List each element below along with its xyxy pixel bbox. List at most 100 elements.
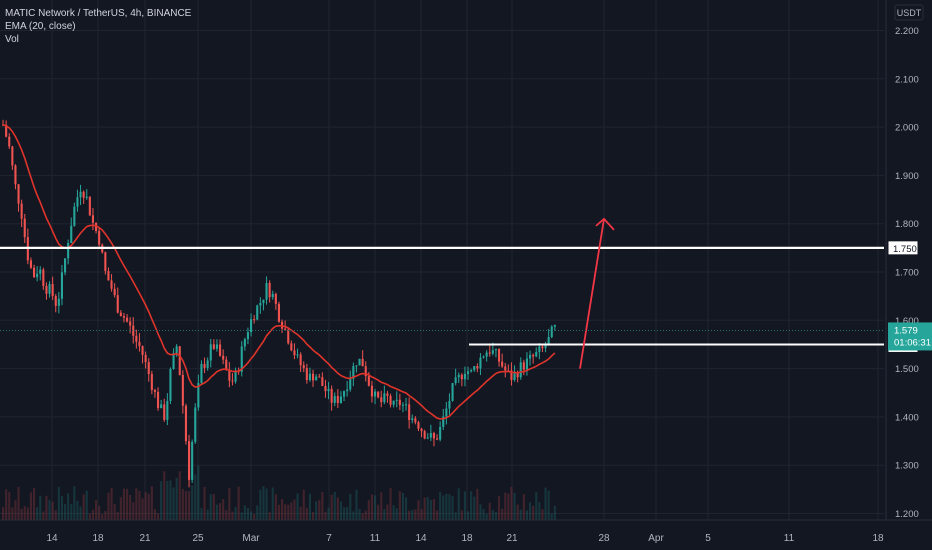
candle-body: [228, 370, 231, 381]
volume-bar: [95, 500, 98, 520]
volume-bar: [308, 493, 311, 520]
candle-body: [250, 319, 253, 333]
volume-bar: [184, 491, 187, 520]
candle-body: [302, 365, 305, 369]
candle-body: [163, 404, 166, 420]
candle-body: [175, 346, 178, 354]
chart-grid: [0, 0, 884, 520]
candle-body: [36, 273, 39, 278]
ema-indicator-label[interactable]: EMA (20, close): [5, 21, 76, 32]
candle-body: [234, 370, 237, 382]
candle-body: [299, 354, 302, 366]
candle-body: [256, 305, 259, 320]
price-axis[interactable]: USDT2.2002.1002.0001.9001.8001.7001.6001…: [885, 0, 932, 550]
x-tick-label: 14: [415, 533, 427, 544]
candle-body: [550, 326, 553, 338]
x-tick-label: 25: [192, 533, 204, 544]
volume-bars: [2, 465, 556, 520]
candle-body: [436, 438, 439, 440]
volume-bar: [132, 502, 135, 520]
candle-body: [553, 324, 556, 327]
volume-bar: [206, 509, 209, 520]
volume-bar: [392, 505, 395, 520]
volume-bar: [153, 509, 156, 520]
candle-body: [14, 165, 17, 185]
volume-bar: [302, 489, 305, 520]
volume-bar: [141, 498, 144, 520]
volume-indicator-label[interactable]: Vol: [5, 34, 19, 45]
volume-bar: [432, 499, 435, 520]
volume-bar: [54, 510, 57, 520]
volume-bar: [82, 494, 85, 520]
symbol-title[interactable]: MATIC Network / TetherUS, 4h, BINANCE: [5, 8, 192, 19]
candle-body: [225, 359, 228, 371]
volume-bar: [454, 512, 457, 520]
volume-bar: [2, 507, 5, 520]
candle-body: [79, 191, 82, 198]
candle-body: [448, 400, 451, 409]
volume-bar: [479, 504, 482, 520]
volume-bar: [507, 493, 510, 520]
volume-bar: [343, 507, 346, 520]
candle-body: [240, 346, 243, 372]
volume-bar: [358, 508, 361, 520]
volume-bar: [364, 510, 367, 520]
horizontal-levels[interactable]: [0, 246, 884, 346]
candle-body: [429, 433, 432, 438]
volume-bar: [243, 505, 246, 520]
volume-bar: [222, 499, 225, 520]
volume-bar: [240, 512, 243, 520]
candle-body: [374, 391, 377, 397]
candle-body: [150, 374, 153, 391]
candle-body: [361, 358, 364, 367]
candle-body: [172, 353, 175, 369]
candle-body: [45, 285, 48, 294]
volume-bar: [197, 465, 200, 520]
candle-body: [33, 267, 36, 278]
candle-body: [389, 395, 392, 405]
volume-bar: [439, 491, 442, 520]
target-arrow[interactable]: [579, 217, 615, 369]
candle-body: [219, 344, 222, 356]
candle-body: [312, 373, 315, 381]
candle-body: [8, 136, 11, 147]
x-tick-label: 7: [326, 533, 332, 544]
volume-bar: [135, 488, 138, 520]
volume-bar: [513, 492, 516, 520]
candle-body: [364, 366, 367, 377]
volume-bar: [268, 512, 271, 520]
volume-bar: [203, 486, 206, 520]
candle-body: [491, 350, 494, 354]
volume-bar: [29, 492, 32, 520]
volume-bar: [64, 503, 67, 520]
candle-body: [64, 258, 67, 273]
candle-body: [209, 344, 212, 361]
candle-body: [212, 344, 215, 349]
level-tag-1750-text: 1.750: [893, 244, 917, 255]
volume-bar: [293, 499, 296, 520]
candle-body: [290, 343, 293, 351]
candle-body: [308, 373, 311, 381]
volume-bar: [281, 499, 284, 520]
y-tick-label: 1.700: [895, 268, 919, 279]
arrow-shaft[interactable]: [579, 218, 605, 369]
volume-bar: [209, 494, 212, 520]
volume-bar: [488, 502, 491, 520]
candle-body: [349, 378, 352, 390]
time-axis[interactable]: 14 18 21 25 Mar 7 11 14 18 21 28 Apr 5 11 18: [0, 519, 932, 544]
currency-label[interactable]: USDT: [897, 8, 922, 18]
candle-body: [538, 346, 541, 352]
candle-body: [352, 366, 355, 379]
volume-bar: [330, 494, 333, 520]
volume-bar: [386, 504, 389, 520]
candle-body: [197, 382, 200, 408]
candlesticks: [2, 119, 556, 488]
volume-bar: [107, 492, 110, 520]
candle-body: [460, 374, 463, 380]
arrow-head[interactable]: [595, 217, 615, 231]
candle-body: [147, 362, 150, 375]
volume-bar: [463, 491, 466, 520]
volume-bar: [395, 508, 398, 520]
volume-bar: [383, 509, 386, 520]
